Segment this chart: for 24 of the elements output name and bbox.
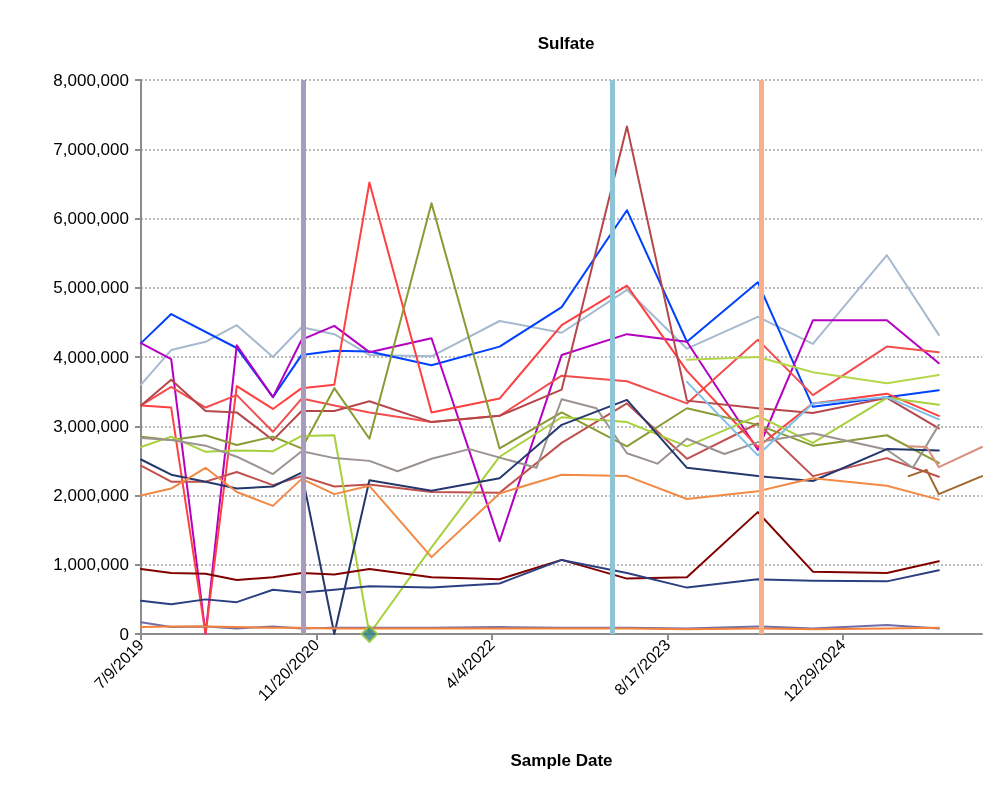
line-series	[140, 338, 940, 433]
y-tick-label: 3,000,000	[53, 416, 129, 436]
line-series	[140, 209, 940, 408]
line-series	[140, 466, 940, 559]
line-series	[140, 402, 940, 494]
line-series	[140, 511, 940, 581]
y-tick-label: 0	[119, 624, 129, 644]
line-series	[140, 202, 940, 464]
line-series	[140, 558, 940, 606]
line-series	[140, 398, 940, 476]
y-tick-label: 5,000,000	[53, 278, 129, 298]
y-tick-label: 1,000,000	[53, 555, 129, 575]
y-tick-label: 6,000,000	[53, 209, 129, 228]
y-tick-label: 2,000,000	[53, 486, 129, 505]
line-series	[140, 254, 940, 386]
x-axis-title: Sample Date	[510, 751, 613, 770]
y-tick-label: 4,000,000	[53, 347, 129, 367]
line-series	[685, 356, 940, 385]
line-series	[140, 181, 940, 635]
line-series	[685, 380, 940, 457]
line-series	[140, 125, 940, 442]
y-tick-label: 8,000,000	[53, 70, 129, 90]
chart-title: Sulfate	[537, 34, 595, 53]
y-tick-label: 7,000,000	[53, 139, 129, 159]
